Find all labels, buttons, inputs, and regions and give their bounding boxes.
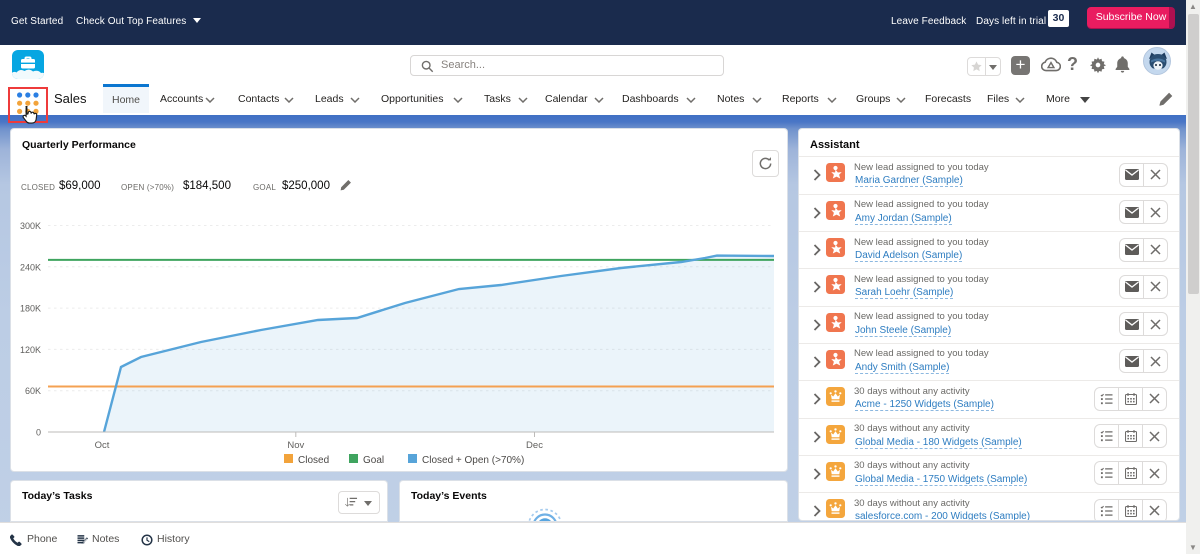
svg-text:Oct: Oct	[95, 440, 110, 451]
svg-text:120K: 120K	[20, 345, 41, 355]
svg-text:Dec: Dec	[526, 440, 543, 451]
svg-text:0: 0	[36, 428, 41, 438]
svg-text:Closed: Closed	[298, 455, 329, 466]
svg-text:Closed + Open (>70%): Closed + Open (>70%)	[422, 455, 524, 466]
svg-text:60K: 60K	[25, 386, 41, 396]
svg-text:Goal: Goal	[363, 455, 384, 466]
svg-text:300K: 300K	[20, 221, 41, 231]
svg-text:180K: 180K	[20, 304, 41, 314]
svg-text:240K: 240K	[20, 262, 41, 272]
svg-text:Nov: Nov	[287, 440, 304, 451]
